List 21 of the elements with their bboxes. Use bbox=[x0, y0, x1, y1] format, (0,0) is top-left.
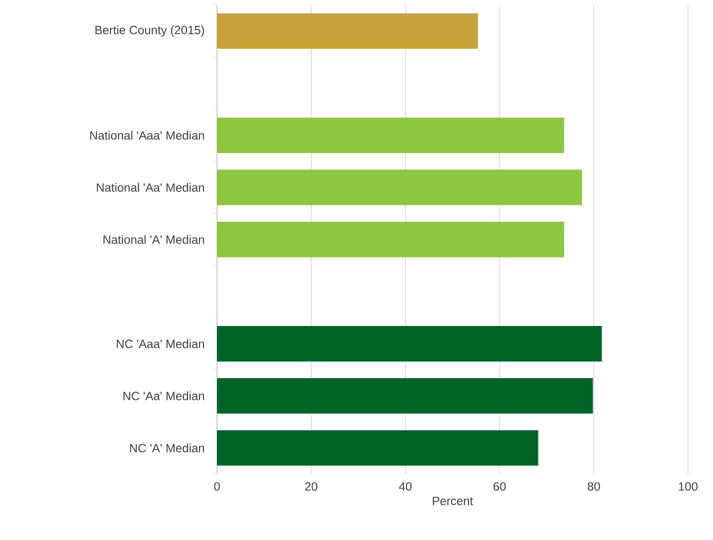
x-tick-label: 40 bbox=[399, 482, 412, 491]
bar bbox=[217, 430, 538, 466]
x-tick-label: 60 bbox=[494, 482, 506, 491]
x-tick-label: 0 bbox=[214, 482, 220, 491]
y-tick-label: National 'A' Median bbox=[104, 235, 204, 244]
x-tick-label: 100 bbox=[678, 482, 698, 491]
x-tick-label: 80 bbox=[588, 482, 600, 491]
bar bbox=[217, 378, 593, 414]
y-tick-label: NC 'Aa' Median bbox=[123, 391, 204, 400]
y-tick-label: NC 'Aaa' Median bbox=[116, 339, 204, 348]
bar bbox=[217, 326, 602, 362]
y-tick-label: National 'Aaa' Median bbox=[90, 130, 204, 140]
x-tick-label: 20 bbox=[305, 482, 318, 491]
y-tick-label: National 'Aa' Median bbox=[96, 183, 204, 192]
x-axis-title: Percent bbox=[432, 496, 474, 506]
bar bbox=[217, 13, 478, 49]
y-tick-label: Bertie County (2015) bbox=[95, 26, 204, 37]
bar bbox=[217, 222, 564, 258]
bar bbox=[217, 118, 564, 154]
bar bbox=[217, 170, 582, 206]
y-tick-label: NC 'A' Median bbox=[130, 444, 204, 452]
